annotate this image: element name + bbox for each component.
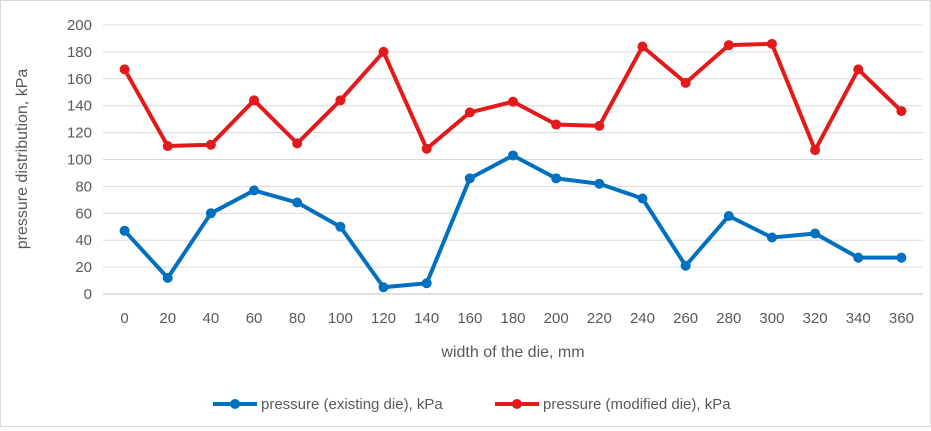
x-tick-label: 220 <box>587 310 612 327</box>
data-point <box>292 197 303 208</box>
data-point <box>335 221 346 232</box>
y-axis-ticks: 0 20 40 60 80 100 120 140 160 180 200 <box>67 17 92 303</box>
legend-label: pressure (existing die), kPa <box>261 396 443 413</box>
x-tick-label: 180 <box>500 310 525 327</box>
y-tick-label: 40 <box>75 232 92 249</box>
data-point <box>508 150 518 161</box>
series-1 <box>119 150 907 293</box>
data-point <box>680 77 691 88</box>
x-tick-label: 0 <box>120 310 128 327</box>
x-tick-label: 340 <box>846 310 871 327</box>
gridlines <box>103 24 923 268</box>
x-tick-label: 120 <box>371 310 396 327</box>
legend: pressure (existing die), kPa pressure (mo… <box>213 396 731 413</box>
data-point <box>421 143 432 154</box>
y-tick-label: 60 <box>75 205 92 222</box>
data-point <box>896 106 907 117</box>
x-tick-label: 40 <box>203 310 220 327</box>
y-tick-label: 180 <box>67 44 92 61</box>
data-point <box>810 228 821 239</box>
data-point <box>680 260 691 271</box>
y-tick-label: 120 <box>67 125 92 142</box>
x-tick-label: 160 <box>457 310 482 327</box>
data-point <box>508 96 518 107</box>
y-tick-label: 20 <box>75 259 92 276</box>
x-axis-title: width of the die, mm <box>440 344 584 361</box>
x-axis-ticks: 0 20 40 60 80 100 120 140 160 180 200 220 240 260 280 3… <box>120 310 914 327</box>
x-tick-label: 140 <box>414 310 439 327</box>
legend-label: pressure (modified die), kPa <box>543 396 731 413</box>
data-point <box>551 119 562 130</box>
data-point <box>766 38 777 49</box>
data-point <box>249 95 260 106</box>
x-tick-label: 80 <box>289 310 306 327</box>
x-tick-label: 100 <box>328 310 353 327</box>
data-point <box>723 210 734 221</box>
legend-item: pressure (existing die), kPa <box>213 396 443 413</box>
legend-marker-swatch <box>230 399 240 409</box>
data-point <box>119 64 130 75</box>
data-point <box>551 173 562 184</box>
x-tick-label: 60 <box>246 310 263 327</box>
y-tick-label: 160 <box>67 71 92 88</box>
data-point <box>292 138 303 149</box>
legend-item: pressure (modified die), kPa <box>495 396 731 413</box>
data-point <box>464 107 475 118</box>
data-point <box>853 252 864 263</box>
y-tick-label: 0 <box>84 286 92 303</box>
data-point <box>162 272 173 283</box>
x-tick-label: 320 <box>803 310 828 327</box>
data-point <box>594 178 605 189</box>
x-tick-label: 280 <box>716 310 741 327</box>
series <box>119 38 907 293</box>
x-tick-label: 200 <box>544 310 569 327</box>
data-point <box>249 185 260 196</box>
data-point <box>766 232 777 243</box>
y-tick-label: 100 <box>67 152 92 169</box>
data-point <box>594 120 605 131</box>
data-point <box>378 282 389 293</box>
x-tick-label: 20 <box>159 310 176 327</box>
data-point <box>853 64 864 75</box>
x-tick-label: 360 <box>889 310 914 327</box>
x-tick-label: 300 <box>759 310 784 327</box>
y-tick-label: 200 <box>67 17 92 34</box>
data-point <box>205 208 216 219</box>
data-point <box>723 40 734 51</box>
data-point <box>810 145 821 156</box>
data-point <box>335 95 346 106</box>
data-point <box>421 278 432 289</box>
legend-marker-swatch <box>512 399 522 409</box>
data-point <box>464 173 475 184</box>
data-point <box>637 193 648 204</box>
series-2 <box>119 38 907 156</box>
data-point <box>119 225 130 236</box>
data-point <box>205 139 216 150</box>
y-tick-label: 140 <box>67 98 92 115</box>
y-axis-title: pressure distribution, kPa <box>14 69 31 250</box>
data-point <box>378 46 389 57</box>
data-point <box>162 141 173 152</box>
data-point <box>896 252 907 263</box>
x-tick-label: 260 <box>673 310 698 327</box>
y-tick-label: 80 <box>75 178 92 195</box>
x-tick-label: 240 <box>630 310 655 327</box>
data-point <box>637 41 648 52</box>
